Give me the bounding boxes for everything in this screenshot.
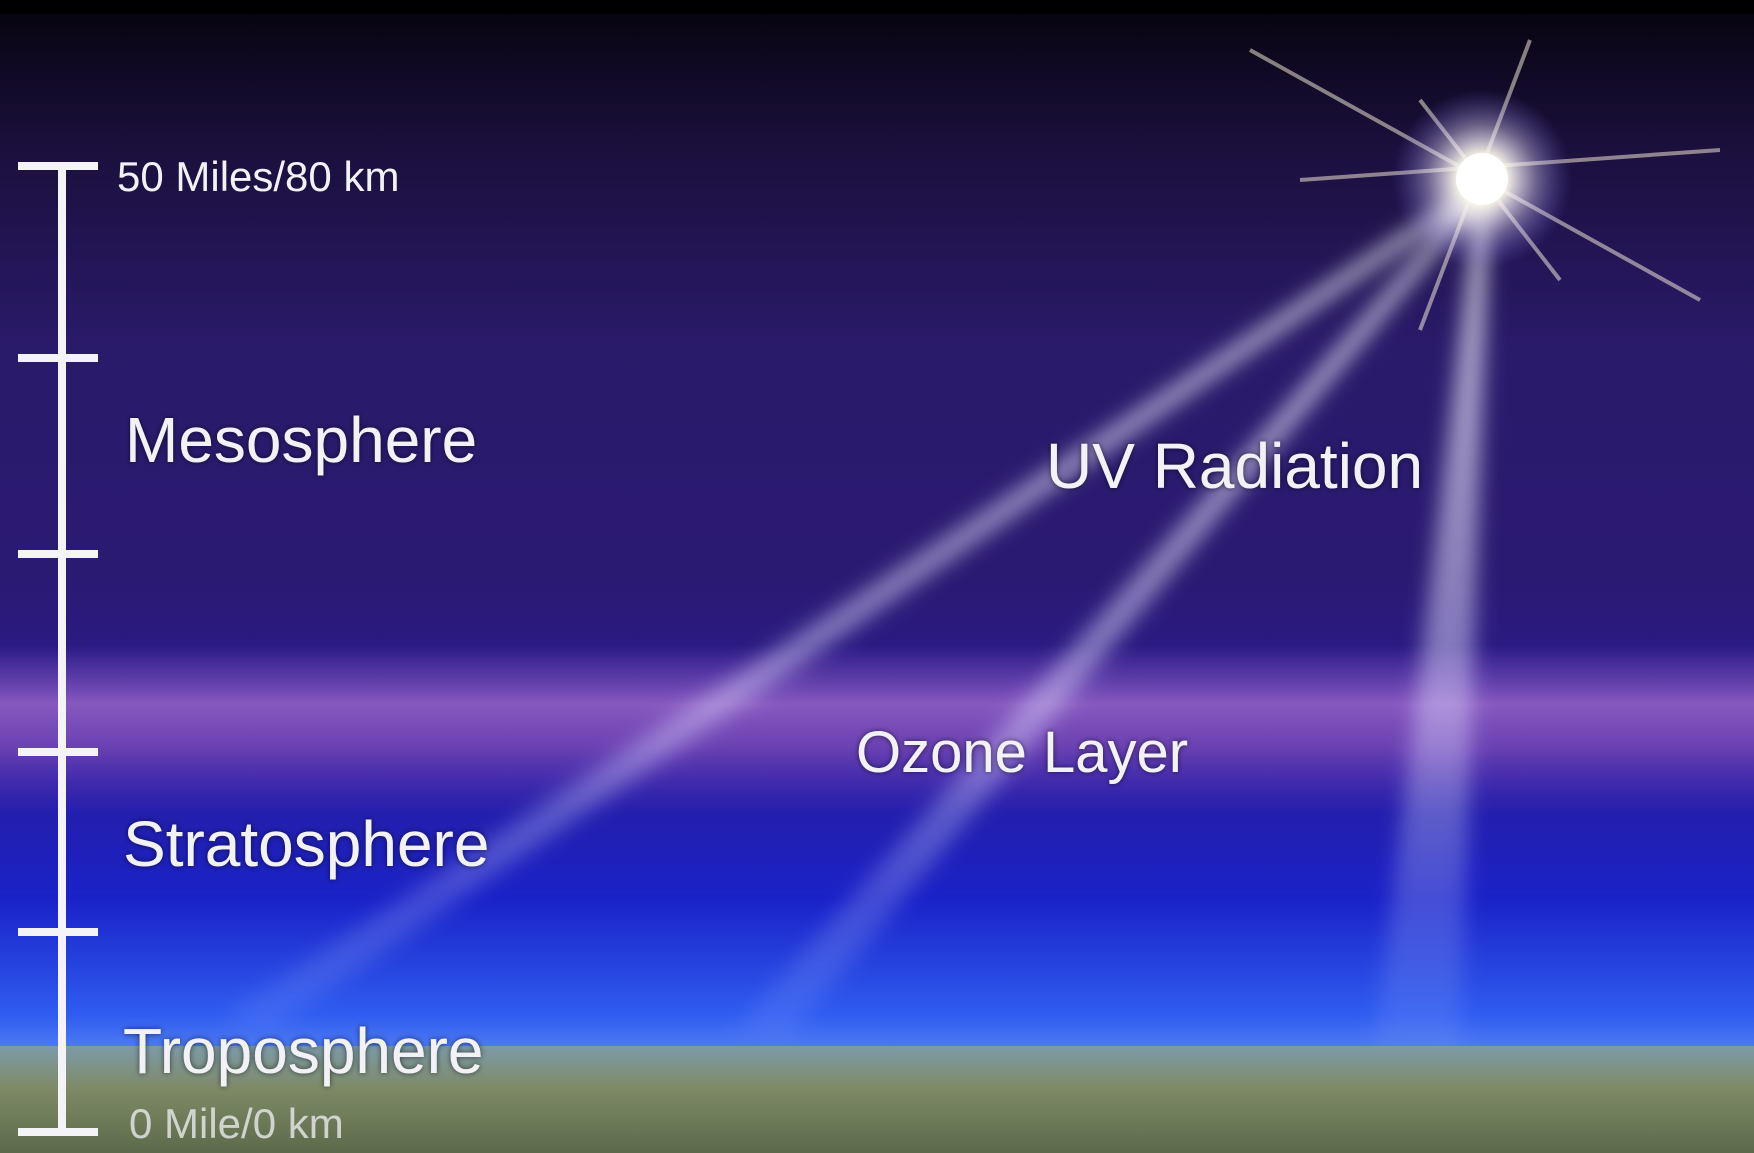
ozone-label: Ozone Layer [856,720,1188,785]
atmosphere-diagram: 50 Miles/80 km 0 Mile/0 km Mesosphere St… [0,0,1754,1153]
layer-label: Stratosphere [123,808,489,880]
layer-label: Troposphere [123,1015,484,1087]
page: 50 Miles/80 km 0 Mile/0 km Mesosphere St… [0,0,1754,1153]
scale-top-label: 50 Miles/80 km [117,153,399,200]
uv-label: UV Radiation [1046,430,1423,502]
sun-core [1456,153,1508,205]
layer-label: Mesosphere [125,404,477,476]
top-border [0,0,1754,14]
scale-bottom-label: 0 Mile/0 km [129,1100,344,1147]
